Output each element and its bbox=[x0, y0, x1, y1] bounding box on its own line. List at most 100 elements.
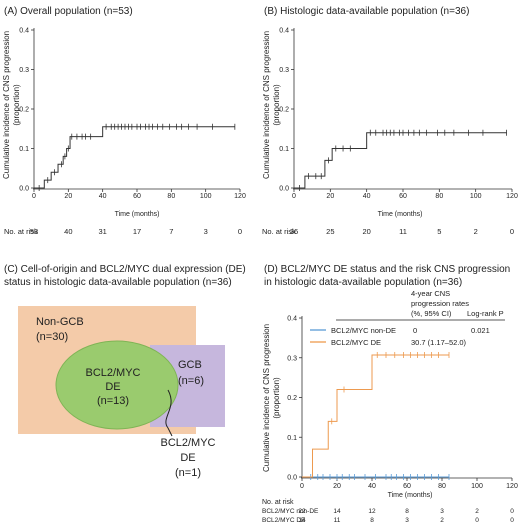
chart-d-at-risk-value: 0 bbox=[510, 508, 514, 515]
venn-de-label-1: BCL2/MYC bbox=[85, 367, 140, 379]
chart-a-y-tick-label: 0.4 bbox=[19, 28, 29, 35]
chart-a-at-risk-value: 7 bbox=[169, 227, 173, 236]
chart-d-y-tick-label: 0.2 bbox=[287, 395, 297, 402]
chart-d-x-tick-label: 80 bbox=[438, 483, 446, 490]
chart-b-at-risk-value: 0 bbox=[510, 227, 514, 236]
chart-b-x-tick-label: 60 bbox=[399, 193, 407, 200]
venn-gcb-n: (n=6) bbox=[178, 375, 204, 387]
chart-d-at-risk-value: 0 bbox=[510, 517, 514, 524]
venn-overlap-leader bbox=[165, 389, 173, 437]
chart-b-at-risk-label: No. at risk bbox=[262, 227, 296, 236]
chart-d-y-tick-label: 0.3 bbox=[287, 355, 297, 362]
chart-b-x-tick-label: 100 bbox=[470, 193, 482, 200]
venn-nongcb-label: Non-GCB bbox=[36, 316, 84, 328]
chart-a-series-0-line bbox=[34, 126, 235, 189]
chart-d-series-1-line bbox=[302, 354, 449, 478]
chart-a-y-tick-label: 0.3 bbox=[19, 67, 29, 74]
venn-nongcb-n: (n=30) bbox=[36, 331, 68, 343]
panel-d-title-line1: (D) BCL2/MYC DE status and the risk CNS … bbox=[264, 264, 511, 275]
chart-d-at-risk-value: 22 bbox=[298, 508, 306, 515]
panel-d-title-line2: in histologic data-available population … bbox=[264, 277, 463, 288]
chart-b-x-tick-label: 120 bbox=[506, 193, 518, 200]
chart-d-at-risk-row1-label: BCL2/MYC non-DE bbox=[262, 508, 319, 515]
chart-a-x-tick-label: 40 bbox=[99, 193, 107, 200]
chart-a-y-tick-label: 0.1 bbox=[19, 146, 29, 153]
chart-b-at-risk-value: 11 bbox=[399, 227, 407, 236]
venn-de-label-2: DE bbox=[105, 381, 120, 393]
chart-d-x-tick-label: 0 bbox=[300, 483, 304, 490]
chart-b-at-risk-value: 5 bbox=[437, 227, 441, 236]
chart-b-y-tick-label: 0.2 bbox=[279, 107, 289, 114]
venn-de-n: (n=13) bbox=[97, 395, 129, 407]
chart-d-ylabel-1: Cumulative incidence of CNS progression bbox=[262, 324, 271, 472]
chart-d-at-risk-value: 0 bbox=[475, 517, 479, 524]
venn-gcb-label: GCB bbox=[178, 359, 202, 371]
chart-a-at-risk-value: 31 bbox=[98, 227, 106, 236]
chart-b-y-tick-label: 0.0 bbox=[279, 186, 289, 193]
chart-a-x-tick-label: 100 bbox=[200, 193, 212, 200]
chart-d-x-tick-label: 20 bbox=[333, 483, 341, 490]
chart-b-ylabel-2: (proportion) bbox=[272, 84, 281, 126]
chart-d-table-header-rate-3: (%, 95% CI) bbox=[411, 309, 452, 318]
chart-a-ylabel-2: (proportion) bbox=[12, 84, 21, 126]
venn-overlap-label-2: DE bbox=[180, 452, 195, 464]
chart-d-y-tick-label: 0.0 bbox=[287, 475, 297, 482]
chart-d-at-risk-value: 11 bbox=[334, 517, 341, 524]
chart-b-y-tick-label: 0.4 bbox=[279, 28, 289, 35]
legend-label-de: BCL2/MYC DE bbox=[331, 338, 381, 347]
chart-a-x-tick-label: 60 bbox=[133, 193, 141, 200]
chart-a-ylabel-1: Cumulative incidence of CNS progression bbox=[2, 31, 11, 179]
chart-d-at-risk-row2-label: BCL2/MYC DE bbox=[262, 517, 306, 524]
panel-c-title-line2: status in histologic data-available popu… bbox=[4, 277, 232, 288]
chart-d-at-risk-value: 2 bbox=[475, 508, 479, 515]
chart-a-y-tick-label: 0.2 bbox=[19, 107, 29, 114]
venn-overlap-label-1: BCL2/MYC bbox=[160, 437, 215, 449]
chart-b-at-risk-value: 2 bbox=[474, 227, 478, 236]
chart-d-x-tick-label: 120 bbox=[506, 483, 518, 490]
panel-b-title: (B) Histologic data-available population… bbox=[264, 6, 470, 17]
chart-d-y-tick-label: 0.1 bbox=[287, 435, 297, 442]
chart-b-at-risk-value: 36 bbox=[290, 227, 298, 236]
chart-d-at-risk-label: No. at risk bbox=[262, 499, 294, 506]
table-rate-de: 30.7 (1.17–52.0) bbox=[411, 338, 467, 347]
chart-a-at-risk-value: 0 bbox=[238, 227, 242, 236]
chart-d-at-risk-value: 12 bbox=[368, 508, 376, 515]
panel-c-title-line1: (C) Cell-of-origin and BCL2/MYC dual exp… bbox=[4, 264, 246, 275]
chart-b-xlabel: Time (months) bbox=[378, 211, 423, 218]
chart-d-at-risk-value: 3 bbox=[440, 508, 444, 515]
chart-b-ylabel-1: Cumulative incidence of CNS progression bbox=[262, 31, 271, 179]
chart-a-at-risk-value: 53 bbox=[30, 227, 38, 236]
chart-b-y-tick-label: 0.1 bbox=[279, 146, 289, 153]
chart-a-xlabel: Time (months) bbox=[115, 211, 160, 218]
chart-a-at-risk-value: 3 bbox=[204, 227, 208, 236]
chart-b-x-tick-label: 40 bbox=[363, 193, 371, 200]
chart-d-at-risk-value: 14 bbox=[298, 517, 306, 524]
chart-d-xlabel: Time (months) bbox=[388, 492, 433, 499]
venn-de-ellipse bbox=[55, 340, 179, 430]
chart-d-y-tick-label: 0.4 bbox=[287, 316, 297, 323]
chart-b-y-tick-label: 0.3 bbox=[279, 67, 289, 74]
chart-d-table-header-rate-1: 4-year CNS bbox=[411, 289, 450, 298]
chart-d-at-risk-value: 14 bbox=[333, 508, 341, 515]
chart-d-at-risk-value: 2 bbox=[440, 517, 444, 524]
chart-a-x-tick-label: 0 bbox=[32, 193, 36, 200]
chart-d-at-risk-value: 3 bbox=[405, 517, 409, 524]
chart-d-x-tick-label: 60 bbox=[403, 483, 411, 490]
chart-a-at-risk-value: 40 bbox=[64, 227, 72, 236]
chart-d-table-header-rate-2: progression rates bbox=[411, 299, 469, 308]
chart-d-at-risk-value: 8 bbox=[405, 508, 409, 515]
chart-a-x-tick-label: 80 bbox=[167, 193, 175, 200]
chart-a-at-risk-value: 17 bbox=[133, 227, 141, 236]
legend-label-non-de: BCL2/MYC non-DE bbox=[331, 326, 396, 335]
chart-a-x-tick-label: 20 bbox=[64, 193, 72, 200]
table-rate-non-de: 0 bbox=[413, 326, 417, 335]
chart-a-y-tick-label: 0.0 bbox=[19, 186, 29, 193]
chart-d-table-header-p: Log-rank P bbox=[467, 309, 504, 318]
chart-b-x-tick-label: 0 bbox=[292, 193, 296, 200]
venn-overlap-n: (n=1) bbox=[175, 467, 201, 479]
chart-b-at-risk-value: 20 bbox=[362, 227, 370, 236]
